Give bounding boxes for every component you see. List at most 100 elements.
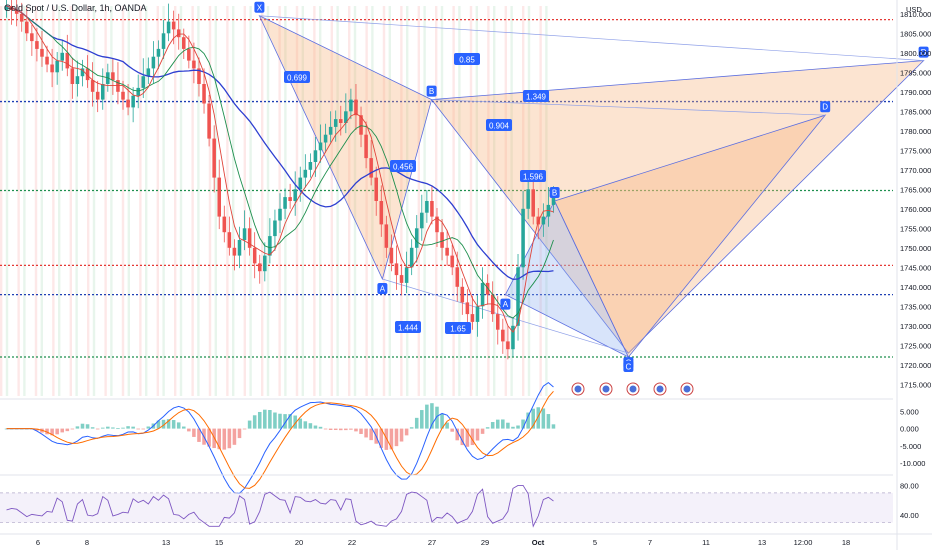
- pattern-point-label-bg: [820, 101, 831, 113]
- pattern-point-label-bg: [426, 85, 437, 97]
- macd-histogram-bar: [65, 428, 70, 432]
- price-tick-label: 1795.000: [900, 68, 931, 77]
- event-flag-dot: [602, 385, 610, 393]
- macd-tick-label: -5.000: [900, 442, 921, 451]
- macd-histogram-bar: [106, 426, 110, 429]
- macd-histogram-bar: [237, 428, 242, 439]
- macd-histogram-bar: [131, 426, 135, 429]
- macd-histogram-bar: [440, 413, 444, 429]
- candle: [95, 91, 100, 100]
- candle: [131, 95, 135, 108]
- time-tick-label: 22: [348, 538, 356, 547]
- session-stripe: [197, 6, 200, 396]
- candle: [222, 216, 227, 233]
- time-tick-label: 13: [162, 538, 170, 547]
- candle: [202, 84, 206, 104]
- candle: [283, 197, 287, 209]
- macd-histogram-bar: [394, 428, 399, 447]
- price-tick-label: 1810.000: [900, 10, 931, 19]
- candle: [75, 76, 80, 84]
- time-tick-label: 5: [593, 538, 597, 547]
- macd-histogram-bar: [338, 428, 343, 431]
- time-tick-label: 15: [215, 538, 223, 547]
- macd-histogram-bar: [495, 419, 500, 429]
- candle: [369, 158, 373, 178]
- candle: [349, 99, 353, 112]
- price-tick-label: 1790.000: [900, 88, 931, 97]
- macd-histogram-bar: [192, 428, 196, 437]
- candle: [166, 21, 171, 34]
- price-tick-label: 1765.000: [900, 185, 931, 194]
- candle: [323, 134, 328, 143]
- price-tick-label: 1800.000: [900, 49, 931, 58]
- session-stripe: [319, 6, 322, 396]
- price-tick-label: 1720.000: [900, 361, 931, 370]
- macd-histogram-bar: [323, 428, 328, 430]
- time-tick-label: 7: [648, 538, 652, 547]
- candle: [257, 263, 262, 272]
- macd-histogram-bar: [349, 428, 353, 430]
- ratio-label: 0.456: [393, 163, 414, 172]
- price-tick-label: 1725.000: [900, 341, 931, 350]
- ratio-label: 0.699: [287, 74, 308, 83]
- macd-histogram-bar: [146, 426, 151, 429]
- pattern-point-label-bg: [500, 298, 511, 310]
- candle: [354, 99, 358, 116]
- ma-slow-line: [6, 5, 554, 280]
- pattern-point-label-bg: [918, 46, 929, 58]
- session-stripe: [127, 6, 130, 396]
- pattern-point-label-bg: [377, 283, 388, 294]
- price-tick-label: 1740.000: [900, 283, 931, 292]
- session-stripe: [382, 6, 386, 396]
- macd-histogram-bar: [80, 423, 85, 429]
- session-stripe: [34, 6, 38, 396]
- macd-histogram-bar: [389, 428, 394, 450]
- rsi-tick-label: 40.00: [900, 511, 919, 520]
- session-stripe: [353, 6, 357, 396]
- macd-histogram-bar: [364, 428, 368, 438]
- session-stripe: [469, 6, 473, 396]
- macd-histogram-bar: [551, 424, 556, 429]
- macd-histogram-bar: [55, 428, 59, 435]
- time-tick-label: 6: [36, 538, 40, 547]
- macd-histogram-bar: [359, 428, 363, 434]
- candle: [399, 275, 404, 283]
- candle: [374, 177, 378, 201]
- candle: [495, 314, 500, 330]
- session-stripe: [139, 6, 142, 396]
- macd-tick-label: -10.000: [900, 459, 925, 468]
- ratio-label: 0.85: [459, 56, 475, 65]
- ratio-label: 0.904: [489, 122, 510, 131]
- candle: [435, 216, 439, 233]
- macd-histogram-bar: [222, 428, 227, 450]
- candle: [242, 228, 247, 240]
- candle: [485, 282, 490, 295]
- macd-histogram-bar: [121, 427, 125, 429]
- price-tick-label: 1755.000: [900, 224, 931, 233]
- macd-histogram-bar: [90, 427, 95, 429]
- session-stripe: [423, 6, 426, 396]
- session-stripe: [232, 6, 235, 396]
- session-stripe: [400, 6, 403, 396]
- candle: [344, 111, 348, 123]
- pattern-bcd-small: [554, 114, 827, 358]
- candle: [35, 41, 39, 49]
- macd-histogram-bar: [501, 419, 505, 429]
- candle: [531, 189, 535, 217]
- session-stripe: [75, 6, 78, 396]
- candle: [232, 247, 237, 256]
- ratio-label: 1.444: [398, 324, 419, 333]
- session-stripe: [487, 6, 490, 396]
- macd-histogram-bar: [455, 428, 460, 441]
- macd-histogram-bar: [526, 412, 530, 429]
- macd-histogram-bar: [50, 428, 54, 436]
- candle: [19, 13, 24, 22]
- candle: [237, 240, 242, 256]
- time-tick-label: 8: [85, 538, 89, 547]
- ratio-label-bg: [523, 90, 549, 102]
- macd-histogram-bar: [425, 404, 429, 429]
- session-stripe: [162, 6, 165, 396]
- candle: [338, 119, 343, 123]
- macd-histogram-bar: [369, 428, 373, 441]
